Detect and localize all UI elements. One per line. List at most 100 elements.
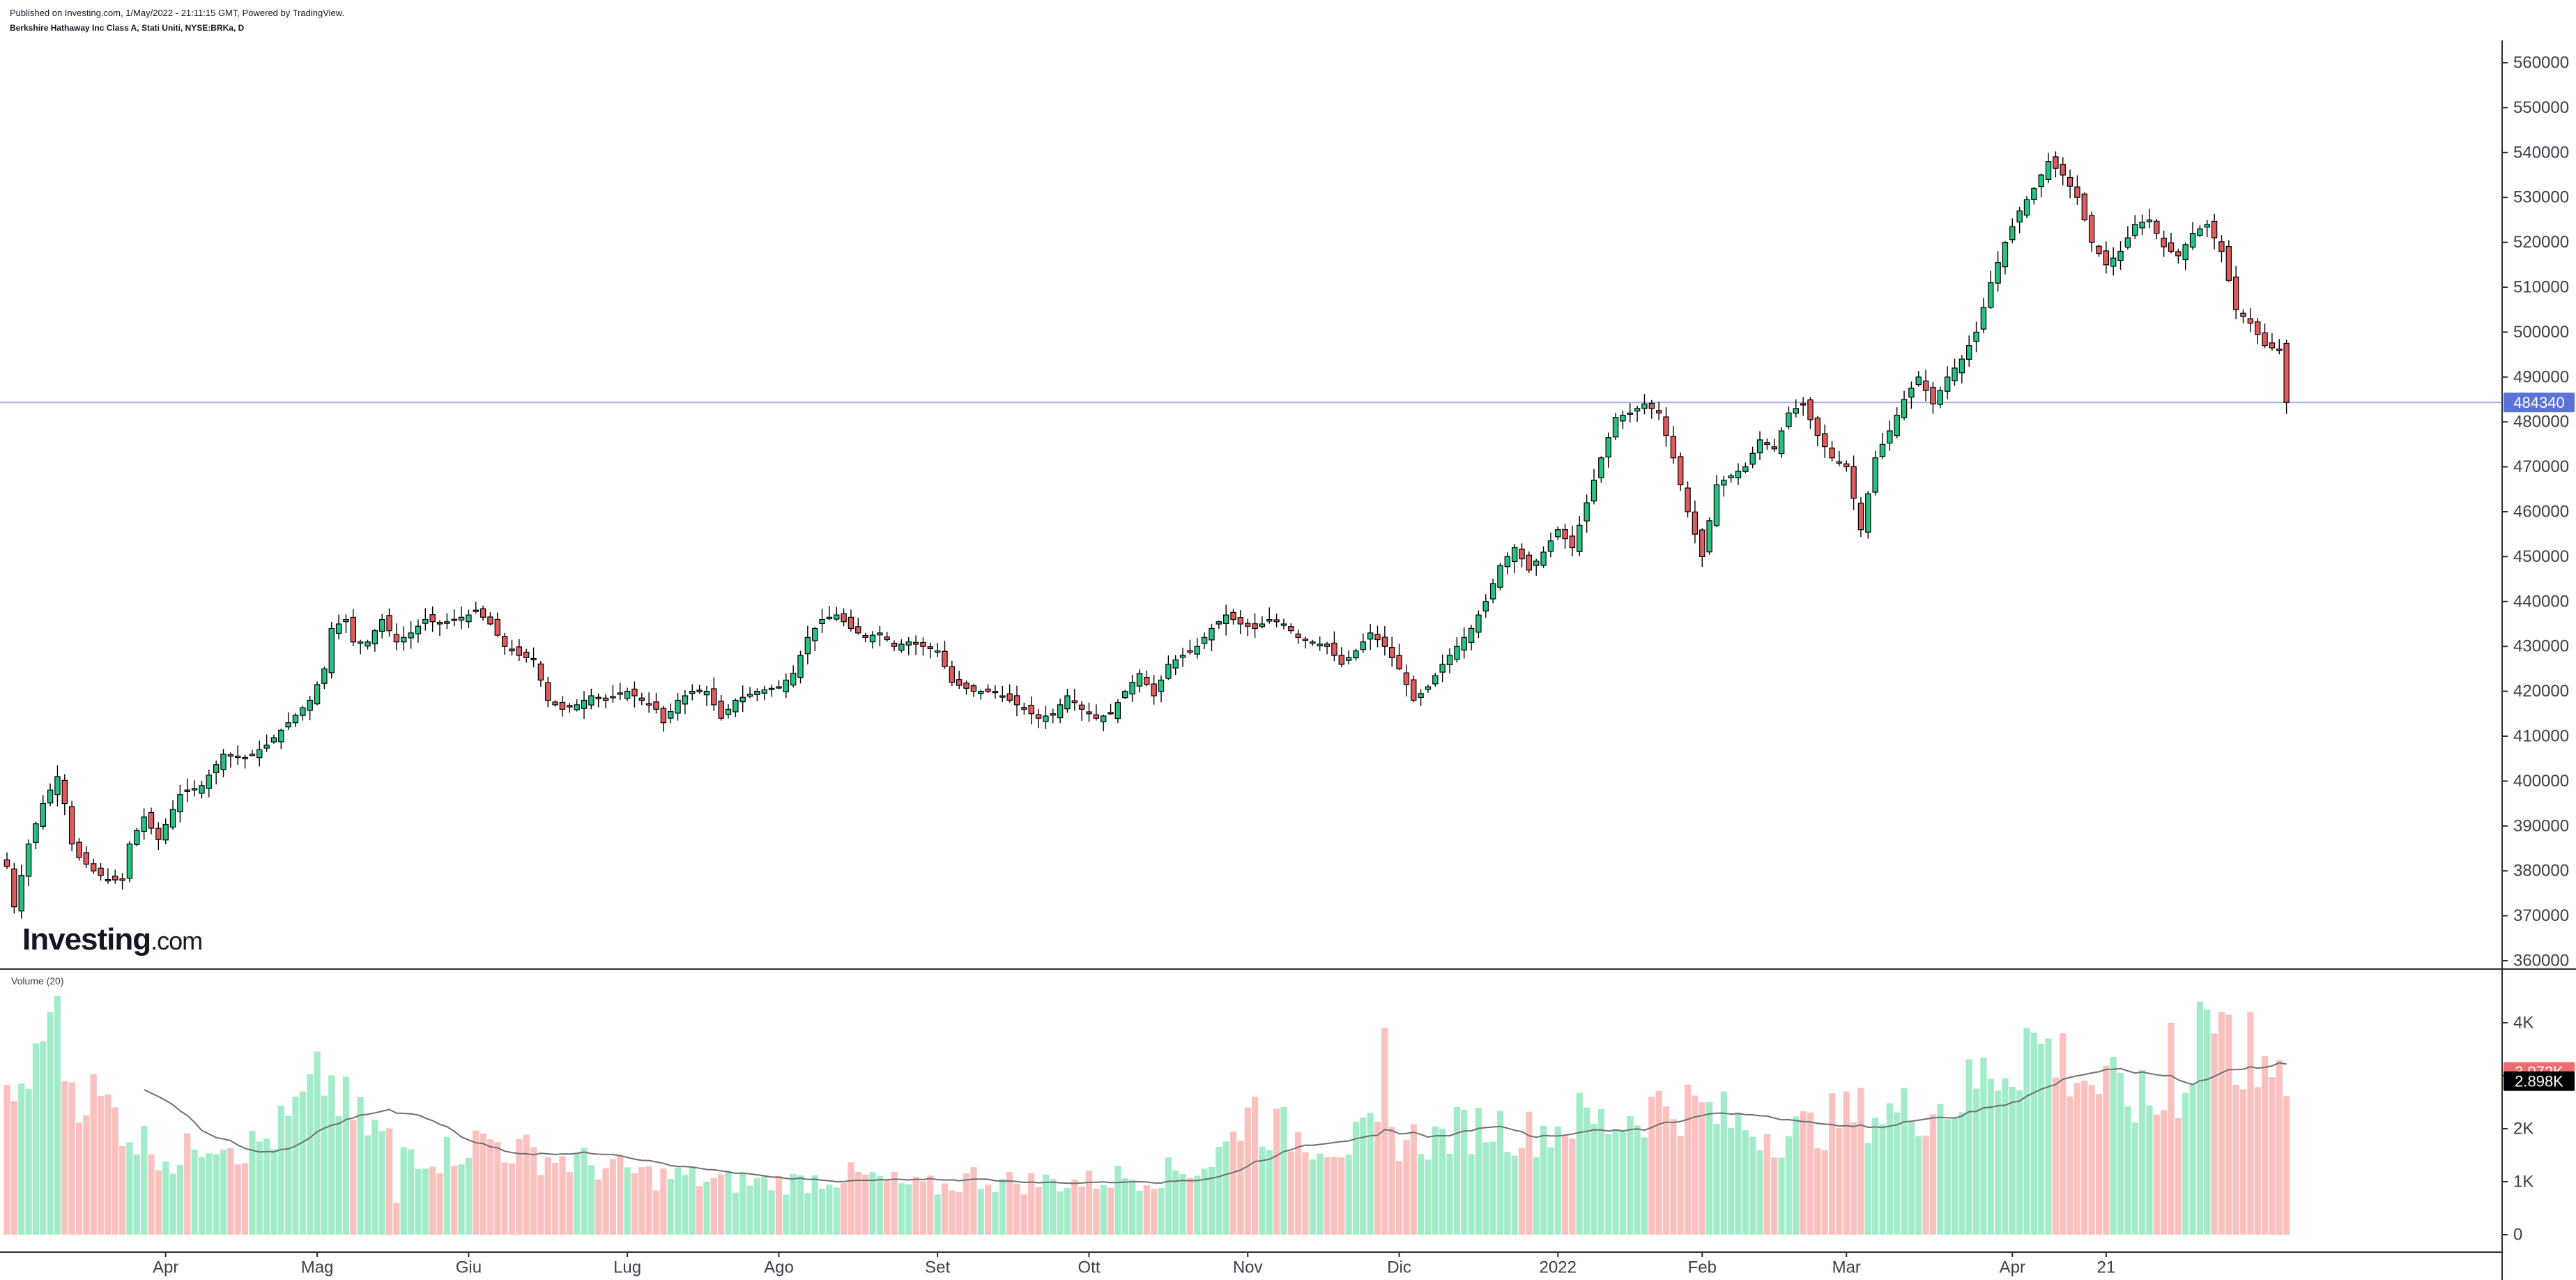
volume-bar-down: [544, 1157, 551, 1235]
time-tick-label: Mar: [1832, 1258, 1861, 1277]
volume-bar-up: [328, 1075, 335, 1235]
volume-bar-up: [1425, 1159, 1432, 1235]
volume-bar-up: [2009, 1086, 2016, 1235]
volume-bar-down: [1035, 1187, 1042, 1235]
candle-up: [581, 699, 588, 709]
candle-up: [675, 699, 681, 714]
volume-bar-down: [638, 1167, 645, 1235]
price-tick-label: 410000: [2513, 727, 2569, 746]
volume-bar-up: [682, 1175, 689, 1235]
candle-down: [2218, 241, 2225, 252]
candle-down: [2240, 312, 2246, 317]
volume-bar-up: [1064, 1188, 1071, 1235]
volume-bar-up: [674, 1167, 682, 1235]
volume-bar-up: [1742, 1130, 1749, 1235]
volume-bar-up: [371, 1119, 378, 1235]
candle-up: [667, 710, 674, 719]
volume-bar-up: [342, 1076, 350, 1235]
candle-up: [2132, 224, 2138, 236]
volume-bar-down: [2088, 1085, 2095, 1235]
candle-up: [33, 823, 39, 843]
time-tick-label: Feb: [1688, 1258, 1717, 1277]
volume-bar-down: [1821, 1150, 1828, 1235]
candle-down: [595, 696, 601, 699]
candle-down: [645, 703, 652, 706]
volume-bar-up: [270, 1149, 277, 1235]
candle-down: [1836, 461, 1843, 464]
volume-bar-up: [1114, 1166, 1121, 1235]
volume-bar-up: [1720, 1091, 1727, 1235]
candle-up: [2002, 242, 2009, 268]
volume-bar-up: [1100, 1184, 1107, 1235]
volume-bar-up: [667, 1179, 674, 1235]
candle-down: [1244, 623, 1251, 627]
candle-down: [68, 806, 75, 845]
candle-up: [328, 627, 335, 673]
candle-up: [1446, 655, 1453, 665]
volume-bar-up: [797, 1175, 804, 1235]
volume-bar-down: [1562, 1136, 1569, 1235]
candle-down: [776, 686, 782, 689]
candle-down: [2096, 245, 2102, 254]
candle-up: [834, 614, 840, 620]
candle-down: [1006, 693, 1013, 701]
volume-bar-down: [1302, 1152, 1309, 1235]
candle-up: [270, 737, 277, 742]
volume-bar-down: [660, 1168, 667, 1235]
logo-brand: Investing: [22, 922, 151, 957]
volume-bar-down: [841, 1183, 848, 1235]
candle-down: [610, 696, 616, 699]
volume-bar-up: [1597, 1108, 1604, 1235]
volume-bar-up: [1194, 1175, 1201, 1235]
volume-bar-up: [826, 1184, 833, 1235]
candle-down: [602, 697, 609, 701]
candle-up: [1980, 307, 1987, 330]
volume-bar-down: [1006, 1171, 1013, 1235]
candle-up: [624, 690, 631, 699]
candle-up: [1497, 565, 1503, 588]
candle-down: [2225, 246, 2232, 281]
candle-down: [1187, 650, 1193, 653]
volume-bar-up: [40, 1041, 47, 1235]
volume-bar-up: [1533, 1157, 1540, 1235]
volume-bar-up: [1216, 1147, 1222, 1235]
candle-down: [942, 650, 948, 667]
candle-up: [1136, 673, 1143, 687]
volume-moving-average: [144, 1062, 2287, 1184]
volume-bar-up: [1605, 1134, 1612, 1235]
candle-up: [1887, 430, 1893, 444]
volume-bar-up: [408, 1149, 415, 1235]
volume-bar-down: [1186, 1178, 1193, 1235]
volume-bar-down: [90, 1074, 97, 1235]
volume-bar-down: [119, 1145, 126, 1235]
candle-up: [1612, 417, 1619, 438]
candle-up: [126, 843, 133, 879]
candle-down: [1295, 633, 1301, 638]
volume-bar-up: [1554, 1126, 1561, 1235]
candle-down: [1670, 436, 1677, 459]
volume-bar-down: [1763, 1134, 1770, 1235]
volume-bar-down: [1374, 1121, 1381, 1235]
volume-bar-down: [1381, 1028, 1388, 1235]
volume-bar-down: [652, 1190, 660, 1235]
volume-bar-down: [949, 1190, 956, 1235]
volume-bar-up: [1756, 1150, 1763, 1235]
volume-bar-down: [566, 1172, 573, 1235]
candle-down: [501, 636, 508, 647]
price-tick-label: 540000: [2513, 143, 2569, 162]
volume-bar-up: [790, 1173, 797, 1235]
candle-down: [2053, 156, 2059, 169]
volume-bar-up: [1728, 1127, 1735, 1235]
volume-bar-down: [112, 1107, 118, 1235]
volume-bar-down: [1071, 1180, 1078, 1235]
volume-bar-down: [1324, 1157, 1331, 1235]
volume-bar-up: [54, 996, 61, 1235]
candle-up: [1620, 414, 1626, 422]
volume-bar-up: [1201, 1168, 1208, 1235]
volume-bar-down: [436, 1173, 443, 1235]
candle-down: [487, 616, 493, 625]
price-tick-label: 390000: [2513, 816, 2569, 835]
candle-up: [2045, 161, 2052, 181]
volume-bar-up: [1713, 1124, 1720, 1235]
